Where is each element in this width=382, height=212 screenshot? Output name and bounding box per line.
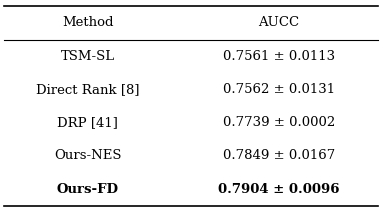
Text: AUCC: AUCC <box>258 17 299 29</box>
Text: Method: Method <box>62 17 113 29</box>
Text: 0.7904 ± 0.0096: 0.7904 ± 0.0096 <box>218 183 340 195</box>
Text: TSM-SL: TSM-SL <box>61 50 115 63</box>
Text: 0.7849 ± 0.0167: 0.7849 ± 0.0167 <box>223 149 335 162</box>
Text: 0.7561 ± 0.0113: 0.7561 ± 0.0113 <box>223 50 335 63</box>
Text: Ours-FD: Ours-FD <box>57 183 119 195</box>
Text: 0.7562 ± 0.0131: 0.7562 ± 0.0131 <box>223 83 335 96</box>
Text: Ours-NES: Ours-NES <box>54 149 121 162</box>
Text: 0.7739 ± 0.0002: 0.7739 ± 0.0002 <box>223 116 335 129</box>
Text: Direct Rank [8]: Direct Rank [8] <box>36 83 139 96</box>
Text: DRP [41]: DRP [41] <box>57 116 118 129</box>
